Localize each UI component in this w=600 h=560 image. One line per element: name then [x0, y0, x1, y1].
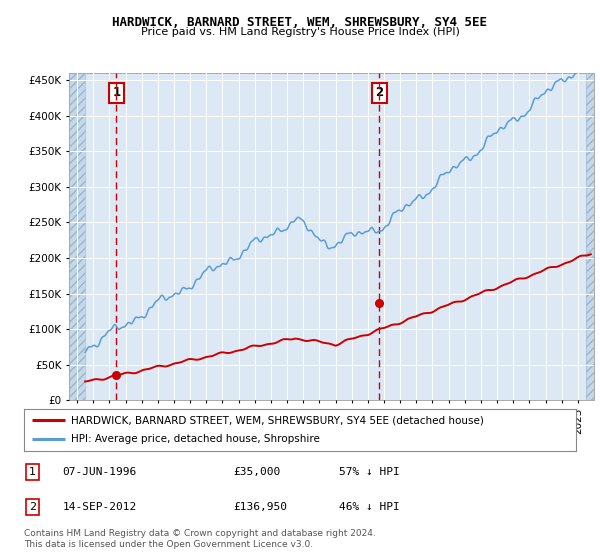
- Text: 14-SEP-2012: 14-SEP-2012: [62, 502, 137, 512]
- Bar: [69, 73, 85, 400]
- Text: £35,000: £35,000: [234, 467, 281, 477]
- Text: 07-JUN-1996: 07-JUN-1996: [62, 467, 137, 477]
- Text: Price paid vs. HM Land Registry's House Price Index (HPI): Price paid vs. HM Land Registry's House …: [140, 27, 460, 37]
- Text: Contains HM Land Registry data © Crown copyright and database right 2024.
This d: Contains HM Land Registry data © Crown c…: [24, 529, 376, 549]
- Text: 1: 1: [112, 86, 121, 99]
- Text: 1: 1: [29, 467, 36, 477]
- Text: HARDWICK, BARNARD STREET, WEM, SHREWSBURY, SY4 5EE: HARDWICK, BARNARD STREET, WEM, SHREWSBUR…: [113, 16, 487, 29]
- Bar: [69, 73, 85, 400]
- Text: 2: 2: [29, 502, 36, 512]
- Text: 2: 2: [375, 86, 383, 99]
- Bar: [586, 73, 594, 400]
- Text: 57% ↓ HPI: 57% ↓ HPI: [338, 467, 400, 477]
- Text: £136,950: £136,950: [234, 502, 288, 512]
- Text: 46% ↓ HPI: 46% ↓ HPI: [338, 502, 400, 512]
- Bar: [586, 73, 594, 400]
- Text: HARDWICK, BARNARD STREET, WEM, SHREWSBURY, SY4 5EE (detached house): HARDWICK, BARNARD STREET, WEM, SHREWSBUR…: [71, 415, 484, 425]
- Text: HPI: Average price, detached house, Shropshire: HPI: Average price, detached house, Shro…: [71, 435, 320, 445]
